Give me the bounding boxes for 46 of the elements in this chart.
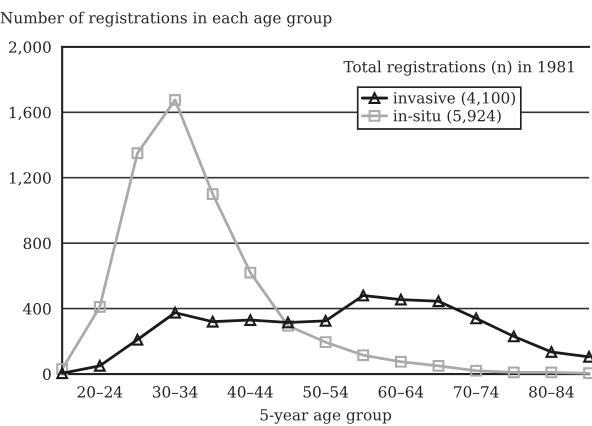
point — [244, 266, 256, 279]
point — [432, 360, 444, 372]
x-tick-label: 30–34 — [152, 386, 198, 398]
point — [132, 147, 144, 160]
legend-label: in-situ (5,924) — [393, 110, 501, 124]
y-tick-label: 2,000 — [9, 41, 51, 55]
point — [357, 349, 370, 362]
y-tick-label: 1,600 — [10, 106, 51, 120]
x-tick-label: 40–44 — [228, 386, 273, 398]
point — [508, 330, 520, 342]
x-axis-title: 5-year age group — [260, 409, 392, 424]
legend-label: invasive (4,100) — [393, 92, 516, 106]
point — [394, 294, 407, 306]
point — [132, 334, 144, 346]
y-tick-label: 0 — [43, 368, 51, 380]
legend-title: Total registrations (n) in 1981 — [344, 60, 574, 76]
point — [282, 316, 294, 328]
point — [94, 301, 106, 313]
point — [56, 367, 68, 380]
y-tick-label: 400 — [23, 303, 51, 315]
x-tick-label: 70–74 — [454, 386, 499, 398]
point — [94, 360, 106, 372]
point — [206, 188, 219, 200]
y-tick-label: 1,200 — [10, 172, 51, 186]
x-tick-label: 20–24 — [78, 386, 122, 398]
point — [357, 290, 370, 302]
point — [470, 364, 482, 377]
point — [432, 295, 444, 308]
x-tick-label: 80–84 — [529, 386, 574, 398]
point — [320, 314, 332, 327]
point — [56, 363, 68, 376]
point — [394, 356, 407, 368]
x-tick-label: 50–54 — [304, 386, 348, 398]
point — [546, 346, 558, 358]
y-axis-title: Number of registrations in each age group — [0, 12, 332, 27]
point — [169, 94, 181, 106]
x-tick-label: 60–64 — [378, 386, 424, 398]
point — [470, 312, 482, 324]
point — [508, 366, 520, 378]
point — [206, 316, 219, 328]
point — [244, 314, 256, 326]
point — [169, 306, 181, 319]
point — [282, 320, 294, 332]
point — [320, 336, 332, 348]
y-tick-label: 800 — [24, 238, 51, 250]
point — [546, 366, 558, 378]
